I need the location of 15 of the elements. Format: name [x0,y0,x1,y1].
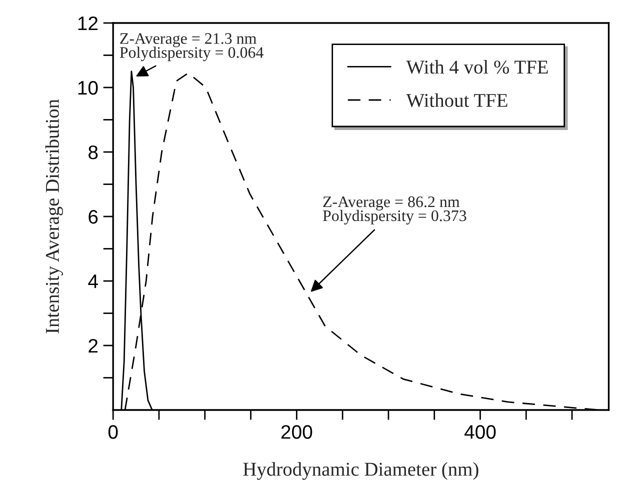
annotation: Z-Average = 86.2 nm Polydispersity = 0.373 [322,196,466,224]
x-axis-title: Hydrodynamic Diameter (nm) [243,462,478,480]
y-tick-label: 12 [78,16,98,30]
annotation: Z-Average = 21.3 nm Polydispersity = 0.064 [120,33,264,62]
x-tick-label: 200 [281,425,312,439]
legend-label: Without TFE [406,93,508,108]
y-axis-title: Intensity Average Distribution [45,99,63,334]
y-tick-label: 10 [78,80,98,95]
y-tick-label: 6 [88,210,98,224]
y-tick-label: 2 [88,338,98,353]
x-tick-label: 0 [108,425,118,439]
y-tick-label: 8 [88,145,98,160]
legend-label: With 4 vol % TFE [406,60,548,74]
x-tick-label: 400 [464,425,496,439]
y-tick-label: 4 [88,274,98,288]
